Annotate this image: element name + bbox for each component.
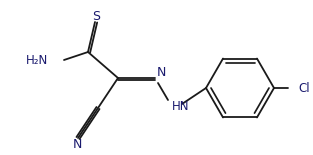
Text: N: N <box>156 66 166 80</box>
Text: HN: HN <box>172 100 189 113</box>
Text: S: S <box>92 9 100 22</box>
Text: Cl: Cl <box>298 82 310 95</box>
Text: H₂N: H₂N <box>26 53 48 66</box>
Text: N: N <box>72 139 82 151</box>
